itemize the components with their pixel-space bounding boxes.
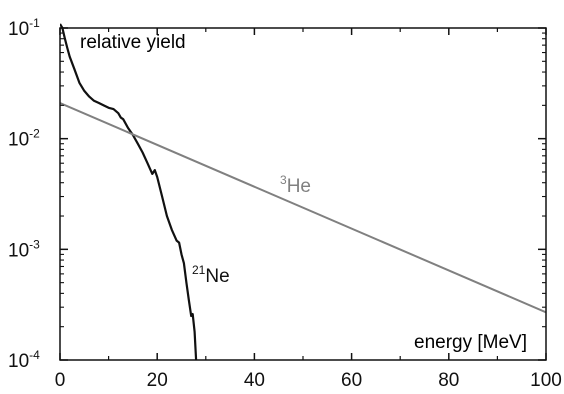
x-tick-label: 60 [341,370,362,391]
series-label-21ne-main: Ne [205,266,229,287]
x-tick-label: 80 [438,370,459,391]
ylabel: relative yield [80,32,186,53]
y-tick-label: 10-4 [8,348,40,372]
series-label-21ne: 21Ne [192,263,230,287]
x-tick-label: 20 [147,370,168,391]
series-label-3he-sup: 3 [280,173,287,187]
x-tick-label: 100 [530,370,562,391]
series-label-3he-main: He [287,176,311,197]
series-label-3he: 3He [280,173,311,197]
series-line-3he [60,102,546,314]
y-tick-label: 10-2 [8,127,40,151]
x-tick-label: 40 [244,370,265,391]
axes: 0 20 40 60 80 100 10-1 10-2 10-3 10-4 [8,16,562,391]
y-tick-label: 10-1 [8,16,40,40]
series-label-21ne-sup: 21 [192,263,206,277]
y-tick-label: 10-3 [8,237,40,261]
plot-area [60,23,546,360]
series-line-21ne [60,23,198,360]
x-tick-label: 0 [55,370,66,391]
xlabel: energy [MeV] [414,332,527,353]
